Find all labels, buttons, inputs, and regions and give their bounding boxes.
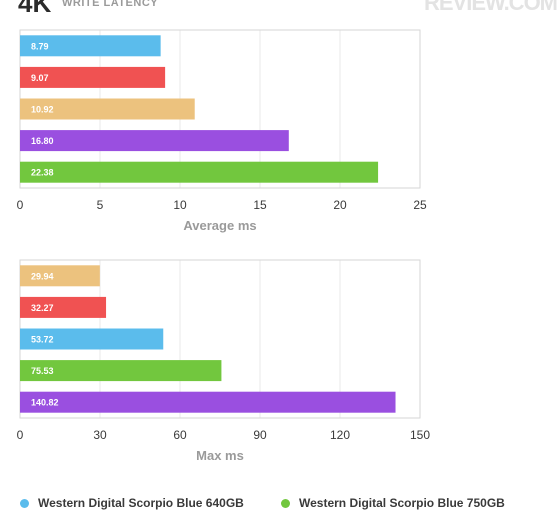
x-tick-label: 5: [97, 198, 104, 212]
legend-label-640gb: Western Digital Scorpio Blue 640GB: [38, 496, 244, 510]
bar-data-label: 29.94: [31, 271, 54, 281]
x-tick-label: 0: [17, 428, 24, 442]
x-tick-label: 25: [413, 198, 427, 212]
bar-data-label: 16.80: [31, 136, 54, 146]
x-axis-title: Max ms: [196, 448, 244, 463]
legend-dot-640gb-icon: [20, 498, 29, 508]
bar-data-label: 53.72: [31, 335, 54, 345]
legend-dot-750gb-icon: [281, 498, 290, 508]
x-tick-label: 60: [173, 428, 187, 442]
chart-header-subtitle: WRITE LATENCY: [62, 0, 159, 9]
x-tick-label: 150: [410, 428, 430, 442]
bar: [20, 265, 100, 287]
legend-label-750gb: Western Digital Scorpio Blue 750GB: [299, 496, 505, 510]
x-tick-label: 20: [333, 198, 347, 212]
chart-legend: Western Digital Scorpio Blue 640GB Weste…: [0, 496, 560, 514]
x-axis-title: Average ms: [183, 218, 256, 233]
x-tick-label: 30: [93, 428, 107, 442]
x-tick-label: 90: [253, 428, 267, 442]
x-tick-label: 120: [330, 428, 350, 442]
chart-header-title: 4K: [18, 0, 52, 18]
bar-data-label: 8.79: [31, 41, 49, 51]
bar: [20, 296, 107, 318]
site-watermark: REVIEW.COM: [424, 0, 558, 15]
bar: [20, 360, 222, 382]
bar: [20, 161, 379, 183]
bar-data-label: 140.82: [31, 398, 59, 408]
bar: [20, 66, 166, 88]
bar-data-label: 10.92: [31, 105, 54, 115]
bar: [20, 130, 289, 152]
x-tick-label: 0: [17, 198, 24, 212]
bar: [20, 391, 396, 413]
bar-data-label: 75.53: [31, 366, 54, 376]
legend-item-640gb: Western Digital Scorpio Blue 640GB: [20, 496, 244, 510]
x-tick-label: 15: [253, 198, 267, 212]
legend-item-750gb: Western Digital Scorpio Blue 750GB: [281, 496, 505, 510]
bar: [20, 98, 195, 120]
bar-data-label: 22.38: [31, 168, 54, 178]
bar: [20, 35, 161, 57]
max-latency-chart: 29.94 32.27 53.72 75.53 140.82 0 30 60 90 120 150 M…: [17, 259, 430, 463]
average-latency-chart: 8.79 9.07 10.92 16.80 22.38 0 5 10 15 20 25 Average…: [17, 29, 427, 233]
bar: [20, 328, 164, 350]
bar-data-label: 32.27: [31, 303, 54, 313]
x-tick-label: 10: [173, 198, 187, 212]
bar-data-label: 9.07: [31, 73, 49, 83]
